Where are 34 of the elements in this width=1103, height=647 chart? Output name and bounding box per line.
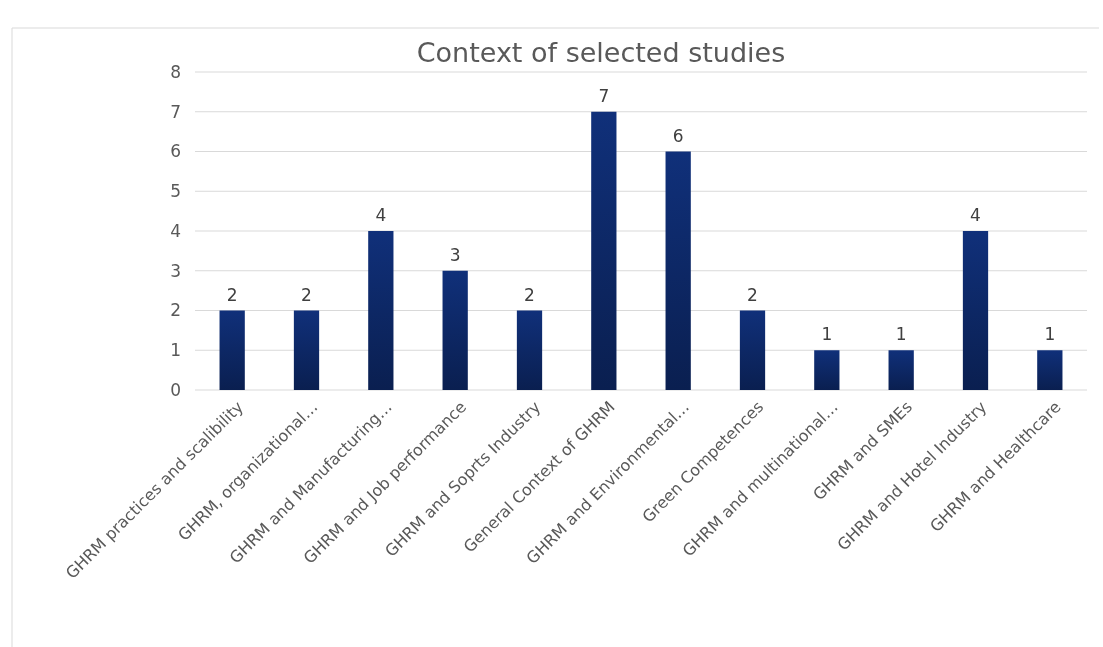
bar [739, 310, 766, 390]
data-label: 1 [821, 324, 833, 345]
data-label: 2 [524, 284, 535, 305]
data-label: 4 [970, 205, 981, 225]
bar [888, 350, 914, 390]
data-label: 4 [375, 205, 387, 225]
y-tick-label: 6 [170, 141, 181, 162]
data-label: 1 [895, 324, 907, 345]
data-label: 2 [301, 284, 312, 305]
bar [591, 111, 617, 390]
bar [1037, 350, 1063, 390]
data-label: 3 [449, 244, 461, 265]
bar [219, 310, 245, 390]
data-label: 1 [1044, 324, 1056, 345]
data-label: 2 [747, 284, 758, 305]
bar [368, 231, 394, 390]
bar [516, 310, 543, 390]
bar [293, 310, 320, 390]
y-tick-label: 7 [170, 101, 181, 122]
y-tick-label: 3 [170, 260, 181, 281]
y-tick-label: 4 [170, 220, 181, 241]
bar [814, 350, 840, 390]
y-tick-label: 8 [170, 61, 181, 82]
y-tick-label: 2 [170, 300, 181, 321]
y-tick-label: 5 [170, 181, 181, 202]
data-label: 6 [672, 125, 684, 146]
y-tick-label: 1 [170, 340, 181, 361]
data-label: 7 [598, 85, 610, 106]
data-label: 2 [226, 284, 238, 305]
bar [442, 270, 468, 390]
bar [962, 231, 989, 390]
chart-title: Context of selected studies [416, 37, 786, 68]
bar [665, 151, 691, 390]
y-tick-label: 0 [170, 379, 181, 400]
